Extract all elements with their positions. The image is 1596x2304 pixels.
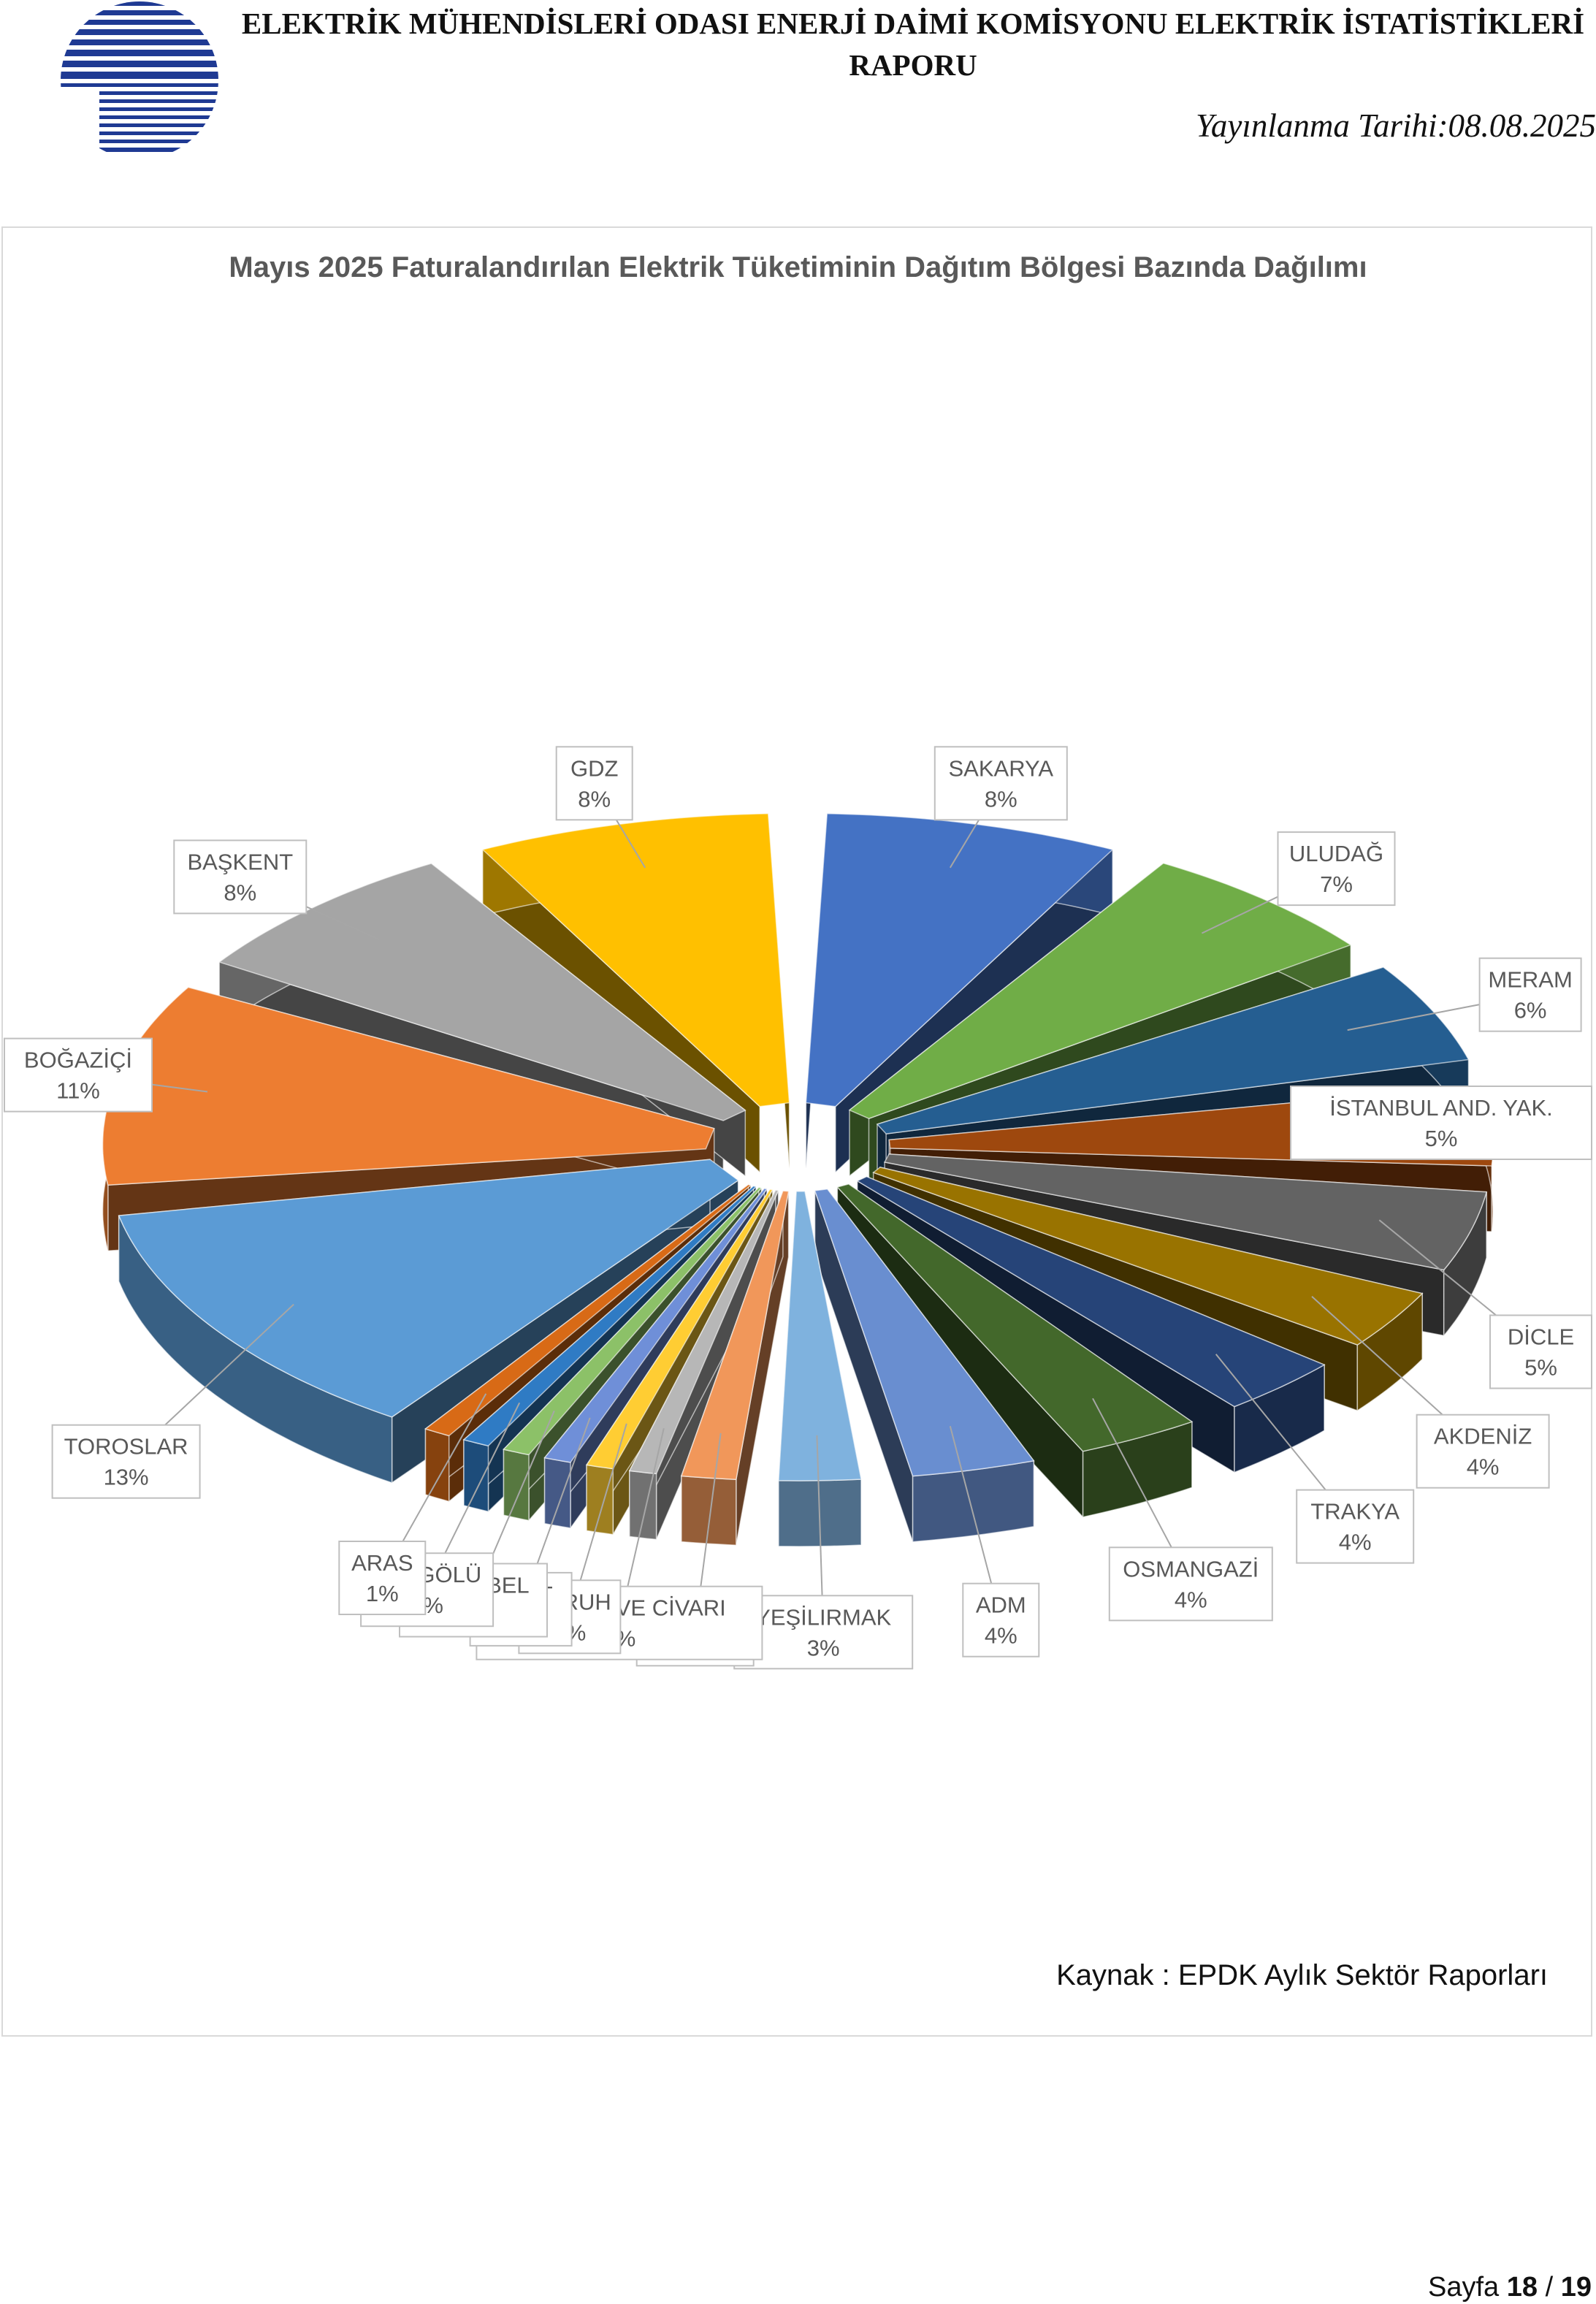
data-label-category: MERAM: [1488, 967, 1572, 993]
data-label-box: [555, 746, 633, 821]
pie-slice-wall: [586, 1464, 614, 1536]
data-label-value: 6%: [1514, 998, 1547, 1023]
data-label-box: [933, 746, 1068, 821]
pie-slice-top: [872, 1167, 1424, 1346]
data-label-category: GDZ: [570, 755, 618, 781]
data-label-category: ULUDAĞ: [1289, 841, 1383, 866]
pie-slice-top: [876, 966, 1470, 1134]
chart-title: Mayıs 2025 Faturalandırılan Elektrik Tük…: [229, 251, 1367, 283]
pie-slice-wall: [681, 1475, 737, 1546]
data-label-box: [1277, 831, 1396, 907]
emo-logo: [61, 1, 218, 152]
pie-slice-top: [805, 813, 1114, 1107]
data-label-category: DİCLE: [1508, 1324, 1574, 1350]
page-prefix: Sayfa: [1428, 2272, 1507, 2303]
source-note: Kaynak : EPDK Aylık Sektör Raporları: [1056, 1959, 1548, 1991]
pie-slice: [778, 1191, 862, 1547]
pie-slice: [680, 1190, 790, 1546]
pie-slice-top: [883, 1153, 1488, 1271]
data-label-category: TRAKYA: [1310, 1499, 1400, 1525]
data-label-value: 13%: [104, 1465, 149, 1490]
data-label-value: 4%: [1467, 1454, 1500, 1480]
publish-date: Yayınlanma Tarihi:08.08.2025: [1195, 107, 1596, 144]
pie-slice-top: [856, 1175, 1326, 1408]
data-label-box: [1108, 1546, 1273, 1622]
pie-slice-top: [462, 1185, 757, 1447]
data-label-category: BOĞAZİÇİ: [24, 1048, 132, 1073]
data-label-value: 4%: [1339, 1530, 1372, 1555]
data-label-box: [173, 839, 308, 915]
pie-slice-top: [118, 1159, 739, 1418]
pie-slice-top: [481, 813, 790, 1107]
data-label-value: 3%: [807, 1635, 840, 1660]
pie-slice-top: [503, 1186, 763, 1456]
pie-slice-wall: [503, 1449, 530, 1522]
data-label-category: BAŞKENT: [187, 849, 293, 874]
data-label-category: OSMANGAZİ: [1123, 1556, 1259, 1582]
pie-slice-wall: [543, 1457, 571, 1529]
data-label-box: [733, 1595, 914, 1670]
pie-slice-top: [836, 1183, 1194, 1452]
data-label-value: 11%: [56, 1078, 100, 1104]
pie-slice-top: [814, 1188, 1035, 1477]
data-label-value: 8%: [985, 786, 1017, 812]
pie-labels: SAKARYA 8% ULUDAĞ 7% MERAM 6% İSTANBUL AND. YA…: [4, 746, 1592, 1670]
data-label-category: YEŞİLIRMAK: [755, 1604, 891, 1630]
data-label-box: [4, 1037, 153, 1113]
data-label-value: 5%: [1425, 1126, 1458, 1151]
pie-slices: [102, 813, 1494, 1547]
data-label-value: 8%: [224, 880, 256, 905]
data-label-category: ADM: [976, 1592, 1026, 1618]
data-label-value: 1%: [366, 1581, 399, 1606]
page-separator: /: [1538, 2272, 1561, 2303]
data-label-box: [1416, 1414, 1550, 1489]
data-label-box: [1489, 1314, 1592, 1389]
data-label-value: 5%: [1524, 1355, 1557, 1381]
data-label-box: [962, 1582, 1040, 1658]
report-title: ELEKTRİK MÜHENDİSLERİ ODASI ENERJİ DAİMİ…: [241, 7, 1585, 82]
data-label-box: [1296, 1489, 1415, 1564]
data-label-box: [338, 1541, 427, 1615]
pie-slice-top: [218, 863, 747, 1121]
page-current: 18: [1506, 2272, 1538, 2303]
pie-slice-top: [585, 1189, 774, 1470]
page-number: Sayfa 18 / 19: [1428, 2272, 1592, 2303]
pie-slice-wall: [463, 1438, 489, 1513]
data-label-value: 8%: [578, 786, 611, 812]
data-label-category: TOROSLAR: [64, 1434, 188, 1460]
data-label-box: [51, 1424, 201, 1499]
data-label-category: İSTANBUL AND. YAK.: [1329, 1095, 1553, 1121]
pie-slice: [814, 1187, 1035, 1543]
data-label-box: [1478, 957, 1582, 1032]
data-label-box: [1290, 1086, 1592, 1160]
data-label-category: AKDENİZ: [1434, 1424, 1532, 1449]
data-label-value: 4%: [1175, 1587, 1207, 1612]
data-label-category: SAKARYA: [949, 755, 1054, 781]
page-total: 19: [1560, 2272, 1592, 2303]
data-label-value: 7%: [1320, 871, 1353, 897]
pie-slice-top: [680, 1190, 790, 1480]
data-label-value: 4%: [985, 1623, 1017, 1649]
pie-slice-top: [543, 1188, 768, 1463]
data-label-category: ARAS: [351, 1550, 413, 1576]
pie-slice-top: [778, 1191, 862, 1481]
pie-slice-top: [424, 1183, 752, 1437]
